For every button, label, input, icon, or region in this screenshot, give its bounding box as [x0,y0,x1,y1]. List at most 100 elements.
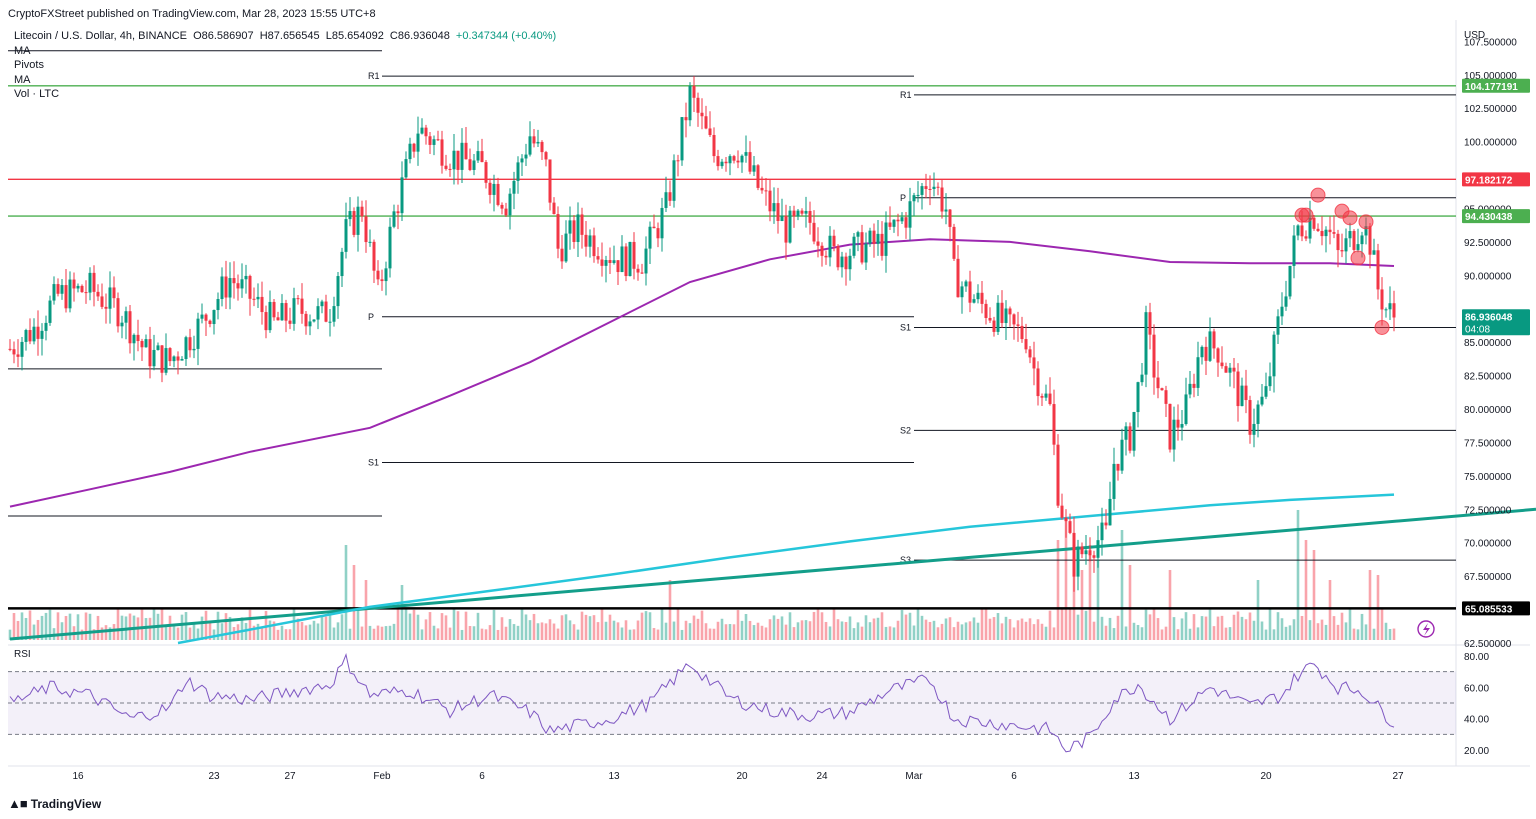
candle-body [1208,331,1212,361]
moving-averages [9,238,1395,645]
volume-bar [772,615,776,640]
candle-body [1320,230,1324,237]
candle-body [652,226,656,229]
legend-open: O86.586907 [193,30,254,42]
candle-body [856,232,860,237]
candle-body [868,230,872,244]
candle-body [64,285,68,309]
volume-bar [272,621,276,640]
candle-body [20,341,24,357]
candle-body [328,321,332,323]
candle-body [304,313,308,327]
candle-body [1176,419,1180,428]
volume-bar [1372,628,1376,640]
volume-bar [212,629,216,640]
volume-bar [668,580,672,640]
candle-body [1364,226,1368,236]
candle-body [276,317,280,321]
volume-bar [1004,616,1008,640]
candle-body [88,272,92,293]
volume-bar [1288,625,1292,640]
legend-indicator-ma-2[interactable]: MA [14,73,31,86]
volume-bar [224,613,228,640]
candle-body [796,210,800,217]
volume-bar [432,625,436,640]
candle-body [668,192,672,201]
volume-bar [852,628,856,640]
candle-body [476,151,480,161]
candle-body [1236,371,1240,407]
volume-bar [48,609,52,640]
candle-body [768,190,772,212]
candle-body [644,248,648,274]
volume-bar [1248,612,1252,640]
candle-body [464,142,468,160]
volume-bar [1108,617,1112,640]
volume-bar [816,608,820,640]
legend-indicator-ma[interactable]: MA [14,44,31,57]
candle-body [160,345,164,373]
volume-bar [484,629,488,640]
candle-body [336,276,340,307]
candle-body [828,235,832,258]
volume-bar [752,625,756,640]
volume-bar [784,624,788,640]
volume-bar [628,629,632,640]
candle-body [716,156,720,167]
candle-body [96,291,100,297]
volume-bar [1124,626,1128,640]
candle-body [412,143,416,152]
candle-body [1264,386,1268,397]
candle-body [1152,334,1156,378]
candle-body [1256,404,1260,424]
volume-bar [108,627,112,640]
volume-bar [288,629,292,640]
candle-body [728,156,732,164]
volume-bar [532,613,536,640]
volume-bar [68,613,72,640]
volume-bar [56,612,60,640]
candle-body [1284,296,1288,307]
candle-body [780,215,784,221]
candle-body [1308,217,1312,239]
candle-body [852,236,856,256]
candle-body [1204,346,1208,361]
candle-body [152,349,156,367]
volume-bar [1032,624,1036,640]
candle-body [208,320,212,325]
candle-body [324,301,328,322]
candle-body [648,226,652,249]
candle-body [528,136,532,155]
candle-body [804,210,808,214]
volume-bar [392,623,396,640]
tradingview-brand[interactable]: ▲■ TradingView [8,796,101,811]
volume-bar [256,623,260,640]
volume-bar [1076,614,1080,640]
volume-bar [732,624,736,640]
candle-body [708,128,712,135]
legend-indicator-volume[interactable]: Vol · LTC [14,88,60,100]
candle-body [136,334,140,342]
legend-indicator-pivots[interactable]: Pivots [14,59,44,71]
price-badge [1462,209,1530,224]
volume-bar [1356,629,1360,640]
price-tick-label: 82.500000 [1464,372,1512,383]
candle-body [580,214,584,235]
volume-bar [868,622,872,640]
candle-body [816,241,820,246]
candle-body [48,300,52,323]
candle-body [396,211,400,214]
volume-bar [1300,616,1304,640]
candle-body [940,187,944,212]
candle-body [876,233,880,244]
candle-body [56,284,60,294]
volume-bar [1380,608,1384,640]
candle-body [284,303,288,321]
candle-body [116,298,120,327]
candle-body [360,206,364,217]
candle-body [1392,303,1396,318]
candle-body [904,217,908,228]
legend-close: C86.936048 [389,30,450,42]
volume-bar [600,608,604,640]
